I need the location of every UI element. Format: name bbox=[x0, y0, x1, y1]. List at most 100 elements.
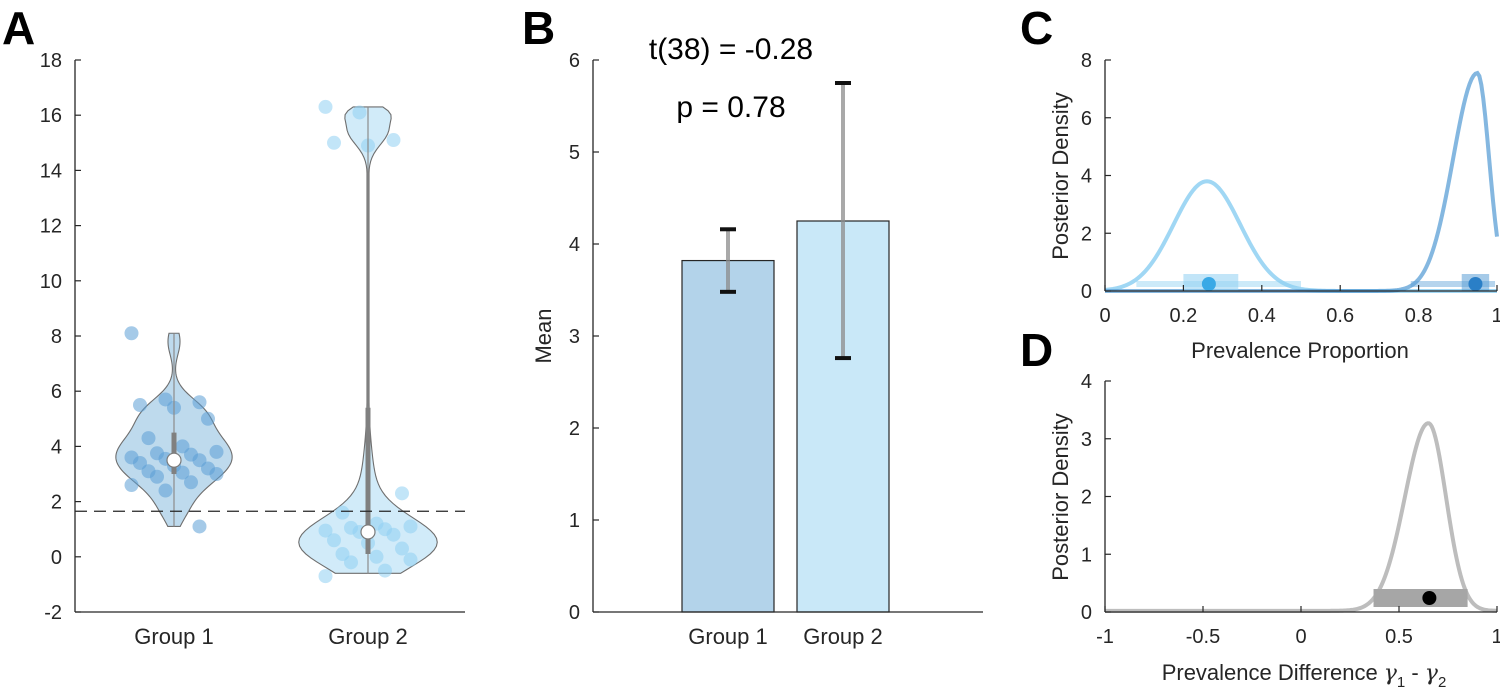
panel-c-xtick-label: 0.8 bbox=[1405, 305, 1433, 327]
panel-c-xtick-label: 0.4 bbox=[1248, 305, 1276, 327]
violin-2-point bbox=[327, 533, 341, 548]
panel-a-ytick-label: 16 bbox=[40, 105, 62, 127]
map-point-difference bbox=[1422, 591, 1437, 605]
violin-2-point bbox=[318, 523, 333, 538]
panel-d-xtick-label: 1 bbox=[1491, 626, 1500, 648]
panel-d-gamma-2: γ bbox=[1425, 661, 1439, 686]
violin-1-point bbox=[158, 483, 173, 498]
panel-c-xtick-label: 0.6 bbox=[1326, 305, 1354, 327]
panel-a-violin-plot: -2 0 2 4 6 8 10 12 14 16 18 Group 1 Group 2 bbox=[40, 50, 465, 649]
panel-a-ytick-label: 12 bbox=[40, 216, 62, 238]
panel-c-ytick-label: 0 bbox=[1081, 281, 1092, 303]
panel-b-bar-chart: 0 1 2 3 4 5 6 Mean Group 1 Group 2 t(38) = -0.… bbox=[531, 33, 983, 649]
map-point-group-1 bbox=[1468, 277, 1483, 291]
panel-c-ytick-label: 2 bbox=[1081, 223, 1092, 245]
violin-1-point bbox=[192, 395, 207, 410]
panel-d-xlabel-minus: - bbox=[1405, 660, 1425, 685]
violin-1-point bbox=[141, 431, 156, 446]
violin-2-point bbox=[386, 527, 401, 542]
panel-letter-c: C bbox=[1020, 2, 1053, 54]
panel-d-ylabel: Posterior Density bbox=[1048, 413, 1073, 581]
panel-a-ytick-label: 0 bbox=[51, 547, 62, 569]
violin-2-point bbox=[318, 569, 333, 584]
violin-1-point bbox=[201, 411, 215, 426]
density-curve-difference bbox=[1105, 421, 1498, 613]
violin-2-point bbox=[403, 552, 418, 567]
panel-a-ytick-label: 2 bbox=[51, 492, 62, 514]
violin-2-point bbox=[344, 555, 358, 570]
violin-1-point bbox=[150, 469, 164, 484]
violin-2-point bbox=[386, 133, 401, 148]
panel-b-ylabel: Mean bbox=[531, 308, 556, 363]
violin-2-point bbox=[403, 519, 418, 534]
panel-a-xtick-group-2: Group 2 bbox=[328, 624, 408, 649]
violin-1-point bbox=[184, 475, 198, 490]
panel-a-ytick-label: 14 bbox=[40, 160, 62, 182]
panel-letter-a: A bbox=[2, 2, 35, 54]
violin-1-point bbox=[133, 398, 147, 412]
violin-2-point bbox=[369, 549, 384, 564]
panel-b-t-statistic: t(38) = -0.28 bbox=[649, 33, 813, 66]
panel-d-xtick-label: 0 bbox=[1295, 626, 1306, 648]
panel-letter-b: B bbox=[522, 2, 555, 54]
violin-1-point bbox=[124, 326, 139, 341]
panel-letter-d: D bbox=[1020, 324, 1053, 376]
panel-d-ytick-label: 1 bbox=[1081, 544, 1092, 566]
panel-a-ytick-label: 18 bbox=[40, 50, 62, 72]
panel-d-xlabel: Prevalence Difference γ1 - γ2 bbox=[1162, 660, 1447, 691]
panel-c-xtick-label: 1 bbox=[1491, 305, 1500, 327]
panel-a-xtick-group-1: Group 1 bbox=[134, 624, 214, 649]
panel-b-ytick-label: 5 bbox=[569, 142, 580, 164]
panel-d-xlabel-text: Prevalence Difference bbox=[1162, 660, 1378, 685]
panel-b-ytick-label: 4 bbox=[569, 234, 580, 256]
panel-c-xlabel: Prevalence Proportion bbox=[1191, 338, 1409, 363]
panel-d-ytick-label: 0 bbox=[1081, 602, 1092, 624]
violin-1-median bbox=[166, 452, 182, 468]
panel-c-posterior-density: 0 2 4 6 8 0 0.2 0.4 0.6 0.8 1 Prevalence Proportio… bbox=[1048, 50, 1500, 363]
panel-d-gamma-1: γ bbox=[1384, 661, 1398, 686]
panel-d-xtick-label: -1 bbox=[1096, 626, 1114, 648]
panel-c-xtick-label: 0.2 bbox=[1169, 305, 1197, 327]
violin-1-point bbox=[175, 465, 190, 480]
panel-a-ytick-label: 6 bbox=[51, 381, 62, 403]
panel-c-ylabel: Posterior Density bbox=[1048, 92, 1073, 260]
panel-a-ytick-label: -2 bbox=[44, 602, 62, 624]
violin-1-point bbox=[192, 519, 207, 534]
hdi-difference bbox=[1373, 589, 1468, 607]
violin-1-point bbox=[124, 478, 139, 493]
panel-a-ytick-label: 4 bbox=[51, 436, 62, 458]
panel-b-ytick-label: 1 bbox=[569, 510, 580, 532]
panel-d-gamma-1-subscript: 1 bbox=[1397, 674, 1405, 691]
panel-b-ytick-label: 3 bbox=[569, 326, 580, 348]
panel-a-ytick-label: 10 bbox=[40, 271, 62, 293]
panel-a-ytick-label: 8 bbox=[51, 326, 62, 348]
bar-group-1 bbox=[681, 259, 775, 613]
panel-d-xtick-label: 0.5 bbox=[1385, 626, 1413, 648]
panel-d-ytick-label: 2 bbox=[1081, 487, 1092, 509]
panel-b-ytick-label: 2 bbox=[569, 418, 580, 440]
panel-c-ytick-label: 4 bbox=[1081, 166, 1092, 188]
panel-d-gamma-2-subscript: 2 bbox=[1438, 674, 1446, 691]
violin-2-point bbox=[395, 541, 409, 556]
map-point-group-2 bbox=[1201, 277, 1216, 291]
panel-b-xtick-group-2: Group 2 bbox=[803, 624, 883, 649]
panel-c-ytick-label: 8 bbox=[1081, 50, 1092, 72]
panel-b-ytick-label: 6 bbox=[569, 50, 580, 72]
violin-2-point bbox=[327, 135, 341, 150]
violin-2-point bbox=[378, 563, 392, 578]
panel-d-ytick-label: 3 bbox=[1081, 429, 1092, 451]
panel-b-xtick-group-1: Group 1 bbox=[688, 624, 768, 649]
violin-2-point bbox=[335, 505, 350, 520]
hdi96-group-1 bbox=[1410, 281, 1496, 287]
violin-1-point bbox=[209, 467, 224, 481]
panel-b-ytick-label: 0 bbox=[569, 602, 580, 624]
panel-b-p-value: p = 0.78 bbox=[676, 91, 785, 124]
panel-d-ytick-label: 4 bbox=[1081, 371, 1092, 393]
panel-c-ytick-label: 6 bbox=[1081, 108, 1092, 130]
violin-2-median bbox=[360, 524, 376, 540]
violin-2-point bbox=[395, 486, 409, 501]
panel-d-xtick-label: -0.5 bbox=[1186, 626, 1220, 648]
density-curve-group-1 bbox=[1105, 70, 1499, 293]
